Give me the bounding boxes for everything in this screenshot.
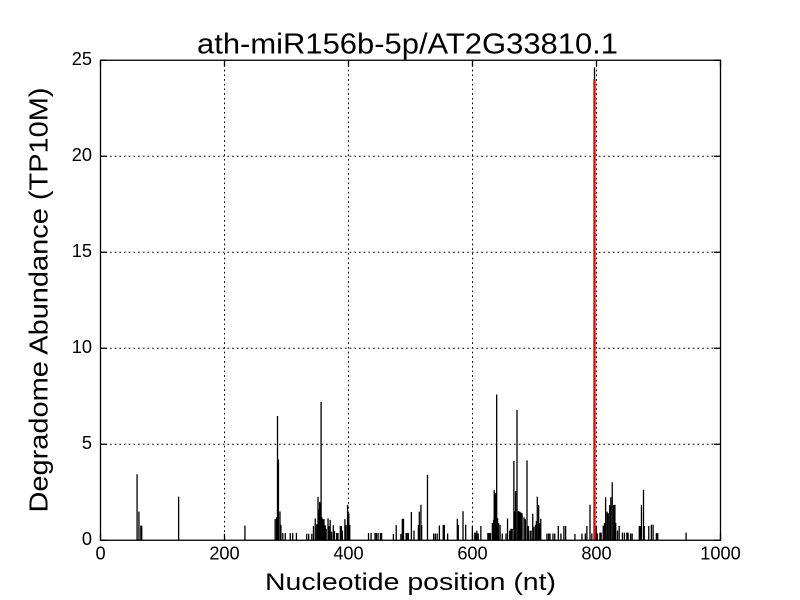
svg-text:15: 15 xyxy=(72,241,92,261)
svg-text:20: 20 xyxy=(72,145,92,165)
svg-text:400: 400 xyxy=(333,544,363,564)
svg-text:0: 0 xyxy=(82,529,92,549)
svg-text:ath-miR156b-5p/AT2G33810.1: ath-miR156b-5p/AT2G33810.1 xyxy=(197,29,618,61)
svg-text:5: 5 xyxy=(82,433,92,453)
svg-text:200: 200 xyxy=(209,544,239,564)
svg-text:25: 25 xyxy=(72,49,92,69)
svg-text:Nucleotide position (nt): Nucleotide position (nt) xyxy=(265,569,556,596)
svg-text:0: 0 xyxy=(95,544,105,564)
svg-text:800: 800 xyxy=(581,544,611,564)
svg-text:600: 600 xyxy=(457,544,487,564)
svg-text:Degradome Abundance (TP10M): Degradome Abundance (TP10M) xyxy=(24,88,54,513)
svg-text:1000: 1000 xyxy=(700,544,740,564)
svg-text:10: 10 xyxy=(72,337,92,357)
